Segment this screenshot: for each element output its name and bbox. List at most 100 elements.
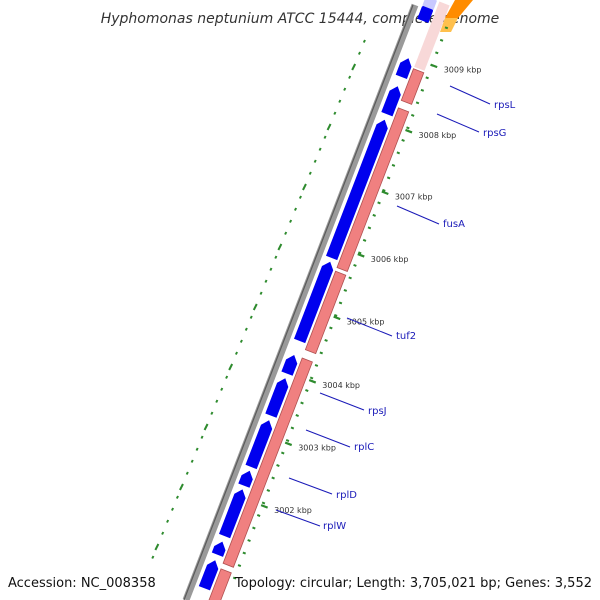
minor-tick <box>232 576 237 580</box>
gene-label-rplC: rplC <box>354 442 374 453</box>
track-dot <box>298 195 302 199</box>
minor-tick <box>300 401 304 405</box>
red-gene-track <box>208 1 450 600</box>
track-dot <box>185 471 189 475</box>
minor-tick <box>314 363 319 367</box>
minor-tick <box>444 26 449 30</box>
minor-tick <box>415 101 420 105</box>
minor-tick <box>382 188 386 192</box>
minor-tick <box>425 76 429 80</box>
minor-tick <box>252 526 256 530</box>
minor-tick <box>420 88 425 92</box>
track-dot <box>252 303 258 311</box>
track-dot <box>166 519 170 523</box>
blue-gene <box>245 420 273 470</box>
track-dot <box>294 207 298 211</box>
track-dot <box>308 171 312 175</box>
track-dot <box>249 315 253 319</box>
gene-label-rpsL: rpsL <box>494 100 516 111</box>
track-dot <box>195 447 199 451</box>
red-gene <box>414 1 450 71</box>
major-tick <box>308 379 317 384</box>
tick-label: 3007 kbp <box>395 193 433 202</box>
track-dot <box>357 51 361 55</box>
minor-tick <box>406 126 410 130</box>
gene-label-rpsJ: rpsJ <box>368 406 387 417</box>
major-tick <box>405 128 413 134</box>
track-dot <box>200 435 204 439</box>
track-dot <box>333 111 337 115</box>
gene-label-rplD: rplD <box>336 490 357 501</box>
blue-gene <box>238 470 253 488</box>
backbone-track <box>182 3 419 600</box>
blue-gene <box>198 560 219 591</box>
gene-label-track: rpsL rpsG fusA tuf2 rpsJ rplC rplD rplW <box>275 85 516 532</box>
minor-tick <box>305 388 309 392</box>
blue-gene <box>381 86 401 117</box>
minor-tick <box>343 288 348 292</box>
track-dot <box>274 255 278 259</box>
track-dot <box>225 375 229 379</box>
tick-label: 3006 kbp <box>371 255 409 264</box>
track-dot <box>264 279 268 283</box>
minor-tick <box>329 326 333 330</box>
red-gene <box>304 270 347 355</box>
blue-gene <box>294 261 334 344</box>
track-dot <box>284 231 288 235</box>
gene-label-rpsG: rpsG <box>483 128 506 139</box>
gene-label-fusA: fusA <box>443 219 465 230</box>
tick-label: 3002 kbp <box>274 506 312 515</box>
minor-tick <box>386 176 391 180</box>
orange-gene <box>440 0 473 32</box>
accession-text: Accession: NC_008358 <box>8 576 156 591</box>
track-dot <box>323 135 327 139</box>
minor-tick <box>261 501 266 505</box>
minor-tick <box>377 201 381 205</box>
leader-line <box>436 113 480 133</box>
major-tick <box>357 253 365 258</box>
tick-label: 3005 kbp <box>347 318 385 327</box>
track-dot <box>302 183 307 191</box>
minor-tick <box>237 564 242 568</box>
tick-label: 3009 kbp <box>444 66 482 75</box>
blue-gene <box>395 58 412 79</box>
minor-tick <box>333 313 338 317</box>
track-dot <box>161 531 165 535</box>
track-dot <box>220 387 224 391</box>
track-dot <box>228 363 234 371</box>
track-dot <box>203 423 209 431</box>
minor-tick <box>391 163 396 167</box>
blue-gene <box>211 541 226 557</box>
leader-line <box>396 205 440 225</box>
track-dot <box>210 411 214 415</box>
minor-tick <box>242 551 247 555</box>
minor-tick <box>401 138 405 142</box>
track-dot <box>289 219 293 223</box>
track-dot <box>151 555 155 559</box>
track-dot <box>234 351 238 355</box>
minor-tick <box>295 414 299 417</box>
minor-tick <box>266 489 271 492</box>
minor-tick <box>435 51 439 55</box>
track-dot <box>338 99 342 103</box>
track-dot <box>215 399 219 403</box>
outer-dotted-track <box>151 39 366 559</box>
red-gene <box>400 68 425 105</box>
leader-line <box>288 477 333 495</box>
tick-label: 3008 kbp <box>419 131 457 140</box>
minor-tick <box>372 213 376 217</box>
track-dot <box>154 543 160 551</box>
track-dot <box>190 459 194 463</box>
gene-label-tuf2: tuf2 <box>396 331 416 342</box>
track-dot <box>269 267 273 271</box>
topology-text: Topology: circular; Length: 3,705,021 bp… <box>234 576 592 591</box>
track-dot <box>362 39 366 43</box>
track-dot <box>348 75 352 79</box>
major-tick <box>381 190 389 196</box>
minor-tick <box>367 226 372 230</box>
minor-tick <box>348 276 352 280</box>
blue-gene <box>422 0 437 10</box>
track-dot <box>343 87 347 91</box>
major-tick <box>284 441 293 447</box>
